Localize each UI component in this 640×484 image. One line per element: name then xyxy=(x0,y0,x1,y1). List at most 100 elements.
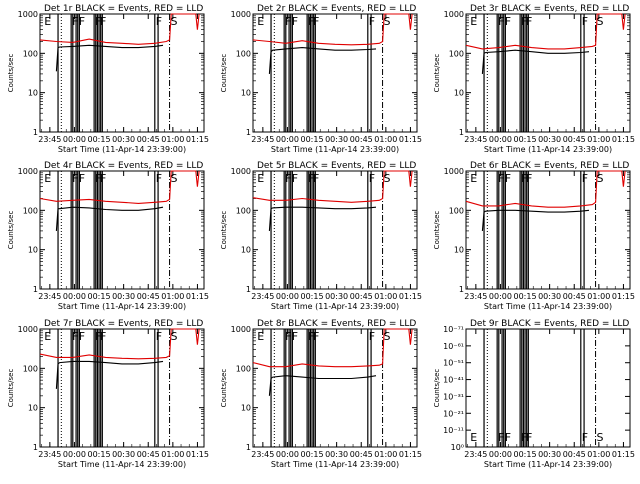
x-tick-label: 00:00 xyxy=(63,450,86,459)
x-tick-label: 23:45 xyxy=(464,135,487,144)
x-tick-label: 00:45 xyxy=(350,135,373,144)
flag-letter: F xyxy=(308,172,314,185)
x-tick-label: 00:00 xyxy=(63,135,86,144)
lld-series-line xyxy=(465,170,626,208)
y-tick-label: 100 xyxy=(449,206,464,215)
y-tick-label: 1 xyxy=(246,285,251,294)
y-tick-label: 10 xyxy=(454,246,464,255)
x-tick-label: 01:00 xyxy=(374,135,397,144)
flag-letter: F xyxy=(156,15,162,28)
panel-6: Det 6r BLACK = Events, RED = LLD 1 10 100 10… xyxy=(433,161,635,311)
panel-1: Det 1r BLACK = Events, RED = LLD 1 10 100 10… xyxy=(7,4,209,154)
flag-letter: F xyxy=(79,330,85,343)
flag-letter: F xyxy=(498,172,504,185)
x-tick-label: 00:00 xyxy=(63,292,86,301)
y-tick-label: 1000 xyxy=(444,10,464,19)
flag-letter: S xyxy=(384,330,391,343)
y-tick-label: 1 xyxy=(33,443,38,452)
panel-2: Det 2r BLACK = Events, RED = LLD 1 10 100 10… xyxy=(220,4,422,154)
x-tick-label: 01:00 xyxy=(161,450,184,459)
y-tick-label: 100 xyxy=(236,49,251,58)
x-tick-label: 01:15 xyxy=(186,450,209,459)
plot-frame xyxy=(465,13,631,133)
y-axis-label: Counts/sec xyxy=(433,211,441,250)
y-tick-label: 1 xyxy=(246,128,251,137)
x-tick-label: 01:00 xyxy=(587,292,610,301)
x-tick-label: 00:30 xyxy=(112,135,135,144)
x-tick-label: 00:45 xyxy=(137,450,160,459)
flag-letter: F xyxy=(313,15,319,28)
events-series-line xyxy=(55,360,164,389)
flag-letter: E xyxy=(470,15,477,28)
x-tick-label: 00:30 xyxy=(112,450,135,459)
flag-letter: S xyxy=(171,15,178,28)
flag-letter: F xyxy=(521,172,527,185)
y-axis-label: Counts/sec xyxy=(433,54,441,93)
flag-letter: F xyxy=(505,172,511,185)
flag-letter: F xyxy=(95,330,101,343)
flag-letter: F xyxy=(292,330,298,343)
x-tick-label: 23:45 xyxy=(38,450,61,459)
plot-frame xyxy=(39,13,205,133)
y-tick-label: 100 xyxy=(236,206,251,215)
x-axis-label: Start Time (11-Apr-14 23:39:00) xyxy=(271,145,399,154)
flag-letter: S xyxy=(384,172,391,185)
x-axis-label: Start Time (11-Apr-14 23:39:00) xyxy=(271,460,399,469)
x-axis-label: Start Time (11-Apr-14 23:39:00) xyxy=(484,460,612,469)
x-tick-label: 01:15 xyxy=(186,292,209,301)
plot-frame xyxy=(465,328,631,448)
panel-title: Det 7r BLACK = Events, RED = LLD xyxy=(44,319,203,329)
x-axis-label: Start Time (11-Apr-14 23:39:00) xyxy=(484,145,612,154)
x-tick-label: 00:15 xyxy=(301,292,324,301)
x-tick-label: 01:00 xyxy=(161,292,184,301)
panel-title: Det 2r BLACK = Events, RED = LLD xyxy=(257,4,416,14)
y-tick-label: 100 xyxy=(236,364,251,373)
panel-title: Det 5r BLACK = Events, RED = LLD xyxy=(257,161,416,171)
flag-letter: F xyxy=(526,15,532,28)
x-tick-label: 23:45 xyxy=(464,292,487,301)
x-axis-label: Start Time (11-Apr-14 23:39:00) xyxy=(58,460,186,469)
x-tick-label: 00:15 xyxy=(514,450,537,459)
y-tick-label: 100 xyxy=(449,49,464,58)
y-tick-label: 1 xyxy=(246,443,251,452)
x-tick-label: 00:30 xyxy=(538,292,561,301)
flag-letter: F xyxy=(313,330,319,343)
events-series-line xyxy=(55,206,164,231)
panel-9: Det 9r BLACK = Events, RED = LLD 10⁰ 10⁻¹¹… xyxy=(433,319,635,469)
y-tick-label: 1000 xyxy=(231,325,251,334)
flag-letter: E xyxy=(257,15,264,28)
x-tick-label: 00:15 xyxy=(514,135,537,144)
x-tick-label: 00:30 xyxy=(325,292,348,301)
plot-frame xyxy=(252,170,418,290)
flag-letter: F xyxy=(505,15,511,28)
y-tick-label: 10⁻⁷¹ xyxy=(443,325,464,334)
flag-letter: F xyxy=(521,15,527,28)
flag-letter: E xyxy=(257,330,264,343)
flag-letter: S xyxy=(597,15,604,28)
plot-frame xyxy=(465,170,631,290)
flag-letter: F xyxy=(156,330,162,343)
x-tick-label: 01:00 xyxy=(587,450,610,459)
events-series-line xyxy=(481,49,590,74)
x-tick-label: 00:00 xyxy=(489,450,512,459)
x-tick-label: 01:00 xyxy=(161,135,184,144)
flag-letter: E xyxy=(44,15,51,28)
y-tick-label: 100 xyxy=(23,364,38,373)
flag-letter: F xyxy=(526,172,532,185)
flag-letter: F xyxy=(72,330,78,343)
x-tick-label: 01:00 xyxy=(374,292,397,301)
flag-letter: F xyxy=(313,172,319,185)
flag-letter: F xyxy=(505,431,511,444)
flag-letter: F xyxy=(498,431,504,444)
x-axis-label: Start Time (11-Apr-14 23:39:00) xyxy=(58,302,186,311)
y-tick-label: 1000 xyxy=(231,167,251,176)
flag-letter: S xyxy=(597,431,604,444)
y-tick-label: 1000 xyxy=(444,167,464,176)
y-tick-label: 100 xyxy=(23,49,38,58)
plot-frame xyxy=(39,170,205,290)
x-tick-label: 00:00 xyxy=(276,450,299,459)
y-tick-label: 10 xyxy=(28,404,38,413)
y-tick-label: 10 xyxy=(454,89,464,98)
x-tick-label: 00:00 xyxy=(276,292,299,301)
